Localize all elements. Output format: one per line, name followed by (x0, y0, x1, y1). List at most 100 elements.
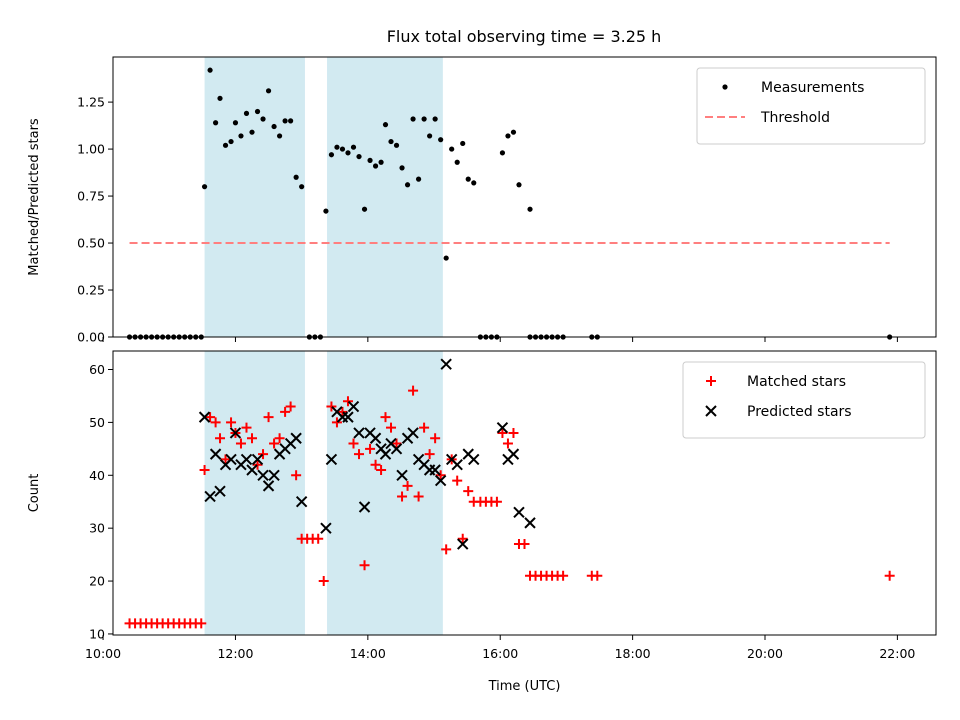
y-tick-label: 0.50 (77, 236, 105, 251)
legend: Matched stars Predicted stars (682, 361, 926, 439)
matched-star-point (884, 570, 895, 581)
predicted-star-point (290, 432, 302, 444)
matched-star-point (263, 412, 274, 423)
y-tick-label: 1.25 (77, 95, 105, 110)
measurement-point (323, 208, 329, 214)
measurement-point (271, 123, 277, 130)
measurement-point (238, 133, 244, 139)
matched-star-point (435, 470, 446, 481)
predicted-star-point (468, 453, 480, 466)
predicted-star-point (268, 469, 280, 481)
measurement-point (222, 142, 229, 148)
matched-star-point (199, 464, 210, 475)
shaded-interval (327, 351, 443, 635)
measurement-point (372, 163, 379, 169)
matched-star-point (491, 496, 502, 507)
predicted-star-point (214, 485, 226, 497)
x-tick-label: 18:00 (615, 646, 651, 661)
measurement-point (393, 142, 400, 148)
legend-label: Measurements (761, 80, 864, 96)
measurement-point (293, 174, 299, 180)
measurement-point (339, 146, 346, 152)
matched-star-point (226, 417, 237, 428)
predicted-star-point (240, 453, 253, 466)
predicted-star-point (496, 421, 509, 434)
predicted-star-point (396, 469, 408, 481)
y-tick-label: 10 (89, 626, 105, 641)
predicted-star-point (513, 506, 525, 519)
measurement-point (443, 255, 449, 261)
measurement-point (378, 159, 384, 165)
measurement-point (388, 138, 394, 145)
matched-star-point (502, 438, 513, 449)
predicted-star-point (524, 517, 536, 529)
measurement-point (243, 110, 250, 116)
x-tick-label: 22:00 (879, 646, 915, 661)
measurement-point (217, 95, 223, 101)
measurement-point (260, 116, 266, 122)
legend-marker-x (705, 405, 717, 417)
measurement-point (471, 180, 477, 186)
matched-star-point (424, 449, 435, 460)
measurement-point (438, 137, 444, 143)
y-tick-label: 60 (89, 362, 105, 377)
y-tick-label: 0.00 (77, 330, 105, 345)
predicted-star-point (246, 464, 258, 476)
matched-star-point (408, 385, 419, 396)
predicted-star-point (229, 427, 242, 439)
y-tick-label: 0.75 (77, 189, 105, 204)
matched-star-point (430, 433, 441, 444)
shaded-interval (327, 57, 443, 337)
matched-star-point (313, 533, 324, 544)
measurement-point (361, 206, 368, 212)
measurement-point (299, 184, 305, 190)
matched-star-point (274, 433, 285, 444)
measurement-point (288, 118, 294, 124)
matched-star-point (235, 438, 246, 449)
matched-star-point (457, 533, 468, 544)
legend-box (696, 67, 926, 145)
axes-frame (112, 350, 937, 636)
matched-star-point (386, 422, 397, 433)
matched-star-point (291, 470, 302, 481)
matched-star-point (402, 480, 413, 491)
predicted-star-point (257, 469, 269, 481)
measurement-point (527, 206, 533, 212)
predicted-star-point (209, 448, 222, 460)
measurement-point (350, 144, 357, 150)
matched-star-point (519, 539, 530, 550)
measurement-point (510, 129, 517, 135)
y-tick-label: 0.25 (77, 283, 105, 298)
predicted-star-point (358, 501, 371, 513)
measurement-point (465, 176, 471, 182)
shaded-interval (204, 351, 305, 635)
x-axis-label: Time (UTC) (488, 679, 561, 694)
matched-star-point (397, 491, 408, 502)
predicted-star-point (325, 453, 338, 466)
matched-star-point (376, 464, 387, 475)
measurement-point (328, 152, 335, 158)
matched-star-point (508, 427, 519, 438)
matched-star-point (252, 459, 263, 470)
measurement-point (356, 153, 362, 160)
matched-star-point (205, 412, 216, 423)
matched-star-point (419, 422, 430, 433)
measurement-point (212, 120, 219, 126)
legend-marker-plus (706, 376, 716, 386)
predicted-star-point (390, 443, 403, 455)
y-axis-label: Count (27, 474, 42, 513)
legend-label: Matched stars (747, 374, 846, 390)
legend-box (682, 361, 926, 439)
measurement-point (207, 67, 213, 73)
y-tick-label: 20 (89, 574, 105, 589)
matched-star-point (241, 422, 252, 433)
shaded-interval (204, 57, 305, 337)
predicted-star-point (342, 411, 354, 423)
predicted-star-point (440, 358, 452, 370)
matched-star-point (269, 438, 280, 449)
matched-star-point (413, 491, 424, 502)
matched-star-point (258, 449, 269, 460)
measurement-point (505, 133, 511, 139)
axes-frame (112, 56, 937, 338)
